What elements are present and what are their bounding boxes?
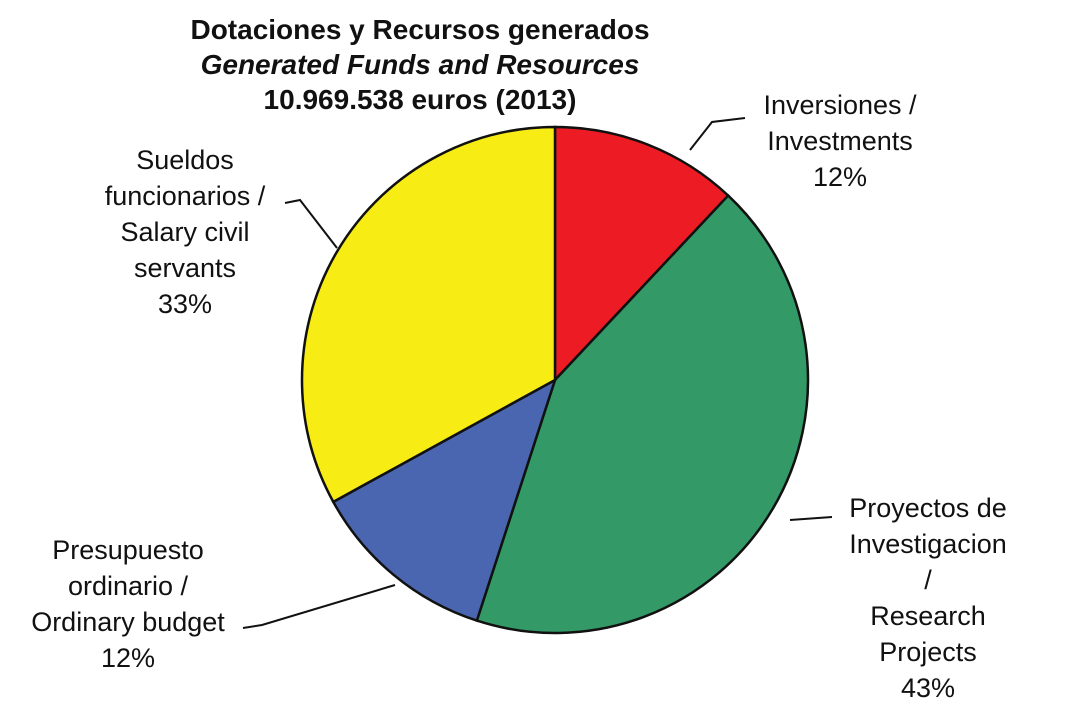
leader-line [242, 584, 396, 629]
chart-title: Dotaciones y Recursos generados [190, 14, 650, 45]
page: Dotaciones y Recursos generados Generate… [31, 14, 1007, 703]
chart [242, 117, 833, 635]
slice-label: Proyectos de Investigacion / Research Pr… [849, 490, 1007, 706]
pie-slice [475, 193, 810, 635]
value-label: 12% [812, 162, 868, 192]
pie-slice [300, 125, 557, 504]
pie [300, 125, 810, 635]
slice-label: Sueldos funcionarios / Salary civil serv… [105, 142, 266, 322]
value-label: 43% [900, 673, 956, 703]
category-label: Inversiones / Investments [763, 90, 917, 156]
category-label: Proyectos de Investigacion / Research Pr… [849, 493, 1007, 667]
category-label: Sueldos funcionarios / Salary civil serv… [104, 145, 266, 283]
slice-label: Presupuesto ordinario / Ordinary budget 1… [31, 532, 225, 676]
chart-annotation: 10.969.538 euros (2013) [263, 84, 577, 115]
leader-line [689, 117, 746, 151]
value-label: 33% [157, 289, 213, 319]
pie-slice [553, 125, 730, 384]
pie-slice [331, 377, 558, 623]
slice-label: Inversiones / Investments 12% [763, 87, 916, 195]
leader-lines [242, 117, 833, 629]
leader-line [789, 516, 833, 521]
category-label: Presupuesto ordinario / Ordinary budget [31, 535, 225, 637]
chart-subtitle: Generated Funds and Resources [200, 49, 640, 80]
leader-line [284, 198, 338, 249]
value-label: 12% [100, 643, 156, 673]
